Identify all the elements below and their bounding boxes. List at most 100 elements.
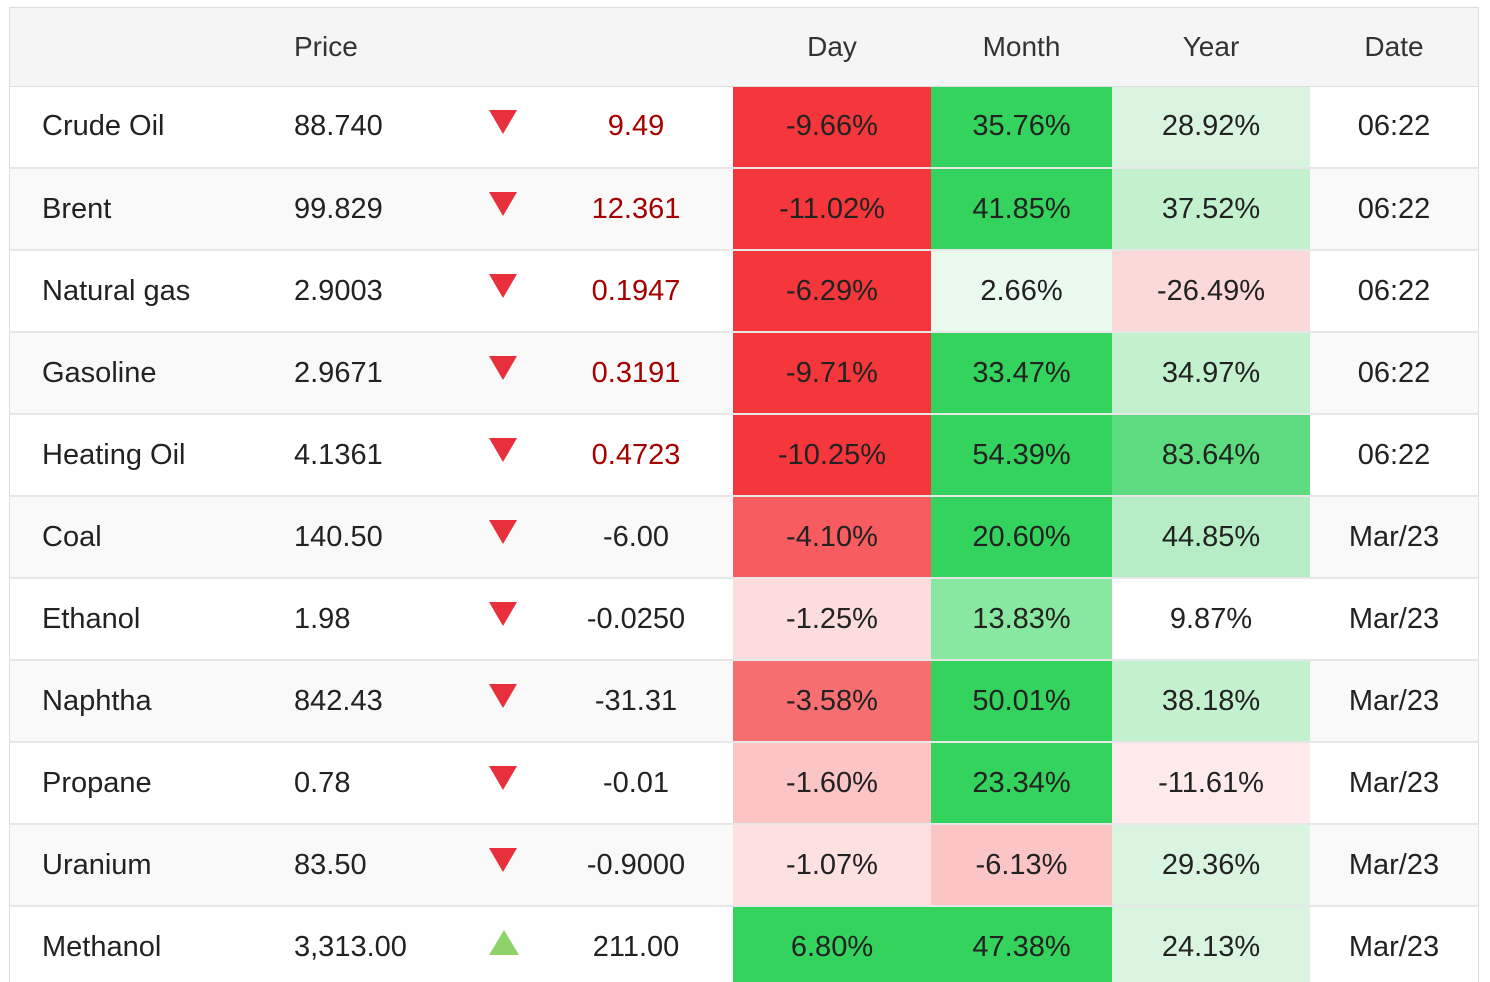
commodity-name[interactable]: Heating Oil [10, 414, 284, 497]
day-change-pct: -11.02% [733, 168, 931, 251]
table-body: Crude Oil 88.740 9.49 -9.66% 35.76% 28.92% 06:… [10, 86, 1478, 982]
direction-cell [471, 250, 539, 333]
direction-cell [471, 86, 539, 169]
month-change-pct: 47.38% [931, 906, 1112, 982]
update-date: 06:22 [1310, 86, 1478, 169]
month-change-pct: 2.66% [931, 250, 1112, 333]
month-change-pct: 33.47% [931, 332, 1112, 415]
year-change-pct: 38.18% [1112, 660, 1310, 743]
month-change-pct: 41.85% [931, 168, 1112, 251]
day-change-pct: -6.29% [733, 250, 931, 333]
commodity-change: 9.49 [539, 86, 733, 169]
commodity-name[interactable]: Naphtha [10, 660, 284, 743]
header-name [10, 8, 284, 87]
table-header: Price Day Month Year Date [10, 8, 1478, 87]
table-row[interactable]: Methanol 3,313.00 211.00 6.80% 47.38% 24.13% M… [10, 906, 1478, 982]
triangle-up-icon [489, 929, 519, 955]
commodity-name[interactable]: Methanol [42, 931, 162, 963]
triangle-down-icon [489, 765, 517, 790]
year-change-pct: 37.52% [1112, 168, 1310, 251]
commodity-change: -0.01 [539, 742, 733, 825]
update-date: Mar/23 [1348, 931, 1440, 963]
update-date: 06:22 [1310, 168, 1478, 251]
direction-cell [471, 414, 539, 497]
month-change-pct: 20.60% [931, 496, 1112, 579]
table-row[interactable]: Brent 99.829 12.361 -11.02% 41.85% 37.52% 06:2… [10, 168, 1478, 251]
header-month[interactable]: Month [931, 8, 1112, 87]
header-price[interactable]: Price [284, 8, 471, 87]
triangle-down-icon [489, 519, 517, 544]
table-row[interactable]: Heating Oil 4.1361 0.4723 -10.25% 54.39% 83.6… [10, 414, 1478, 497]
commodity-price: 99.829 [284, 168, 471, 251]
table-row[interactable]: Gasoline 2.9671 0.3191 -9.71% 33.47% 34.97% 06… [10, 332, 1478, 415]
day-change-pct: -1.25% [733, 578, 931, 661]
day-change-pct: 6.80% [733, 906, 931, 982]
commodity-price: 83.50 [284, 824, 471, 907]
direction-cell [471, 824, 539, 907]
month-change-pct: 35.76% [931, 86, 1112, 169]
table-row[interactable]: Coal 140.50 -6.00 -4.10% 20.60% 44.85% Mar/23 [10, 496, 1478, 579]
day-change-pct: -1.60% [733, 742, 931, 825]
triangle-down-icon [489, 683, 517, 708]
triangle-down-icon [489, 601, 517, 626]
table-row[interactable]: Uranium 83.50 -0.9000 -1.07% -6.13% 29.36% Mar… [10, 824, 1478, 907]
year-change-pct: 9.87% [1112, 578, 1310, 661]
table-row[interactable]: Natural gas 2.9003 0.1947 -6.29% 2.66% -26.49… [10, 250, 1478, 333]
commodity-name[interactable]: Brent [10, 168, 284, 251]
year-change-pct: -11.61% [1112, 742, 1310, 825]
commodity-price: 4.1361 [284, 414, 471, 497]
commodity-name[interactable]: Gasoline [10, 332, 284, 415]
header-year[interactable]: Year [1112, 8, 1310, 87]
table-row[interactable]: Ethanol 1.98 -0.0250 -1.25% 13.83% 9.87% Mar/2… [10, 578, 1478, 661]
commodity-price: 0.78 [284, 742, 471, 825]
commodity-name[interactable]: Crude Oil [10, 86, 284, 169]
direction-cell [471, 168, 539, 251]
table-row[interactable]: Propane 0.78 -0.01 -1.60% 23.34% -11.61% Mar/2… [10, 742, 1478, 825]
direction-cell [471, 906, 539, 982]
direction-cell [471, 332, 539, 415]
commodity-change: 0.3191 [539, 332, 733, 415]
commodity-name[interactable]: Uranium [10, 824, 284, 907]
commodity-name[interactable]: Propane [10, 742, 284, 825]
commodity-price: 140.50 [284, 496, 471, 579]
month-change-pct: 13.83% [931, 578, 1112, 661]
commodity-price: 2.9003 [284, 250, 471, 333]
header-arrow [471, 8, 539, 87]
commodity-name[interactable]: Ethanol [10, 578, 284, 661]
month-change-pct: 23.34% [931, 742, 1112, 825]
commodity-change: -0.0250 [539, 578, 733, 661]
direction-cell [471, 578, 539, 661]
day-change-pct: -10.25% [733, 414, 931, 497]
table-row[interactable]: Naphtha 842.43 -31.31 -3.58% 50.01% 38.18% Mar… [10, 660, 1478, 743]
commodity-price: 2.9671 [284, 332, 471, 415]
header-day[interactable]: Day [733, 8, 931, 87]
day-change-pct: -4.10% [733, 496, 931, 579]
triangle-down-icon [489, 109, 517, 134]
year-change-pct: 44.85% [1112, 496, 1310, 579]
commodity-change: 12.361 [539, 168, 733, 251]
commodity-name[interactable]: Natural gas [10, 250, 284, 333]
update-date: Mar/23 [1310, 578, 1478, 661]
commodities-table: Price Day Month Year Date Crude Oil 88.74… [10, 8, 1478, 982]
direction-cell [471, 660, 539, 743]
direction-cell [471, 496, 539, 579]
update-date: 06:22 [1310, 332, 1478, 415]
year-change-pct: 34.97% [1112, 332, 1310, 415]
update-date: 06:22 [1310, 414, 1478, 497]
commodity-change: 0.4723 [539, 414, 733, 497]
year-change-pct: 28.92% [1112, 86, 1310, 169]
day-change-pct: -9.66% [733, 86, 931, 169]
update-date: Mar/23 [1310, 824, 1478, 907]
triangle-down-icon [489, 191, 517, 216]
table-row[interactable]: Crude Oil 88.740 9.49 -9.66% 35.76% 28.92% 06:… [10, 86, 1478, 169]
commodity-price: 3,313.00 [294, 931, 407, 963]
month-change-pct: 54.39% [931, 414, 1112, 497]
commodity-price: 842.43 [284, 660, 471, 743]
triangle-down-icon [489, 847, 517, 872]
triangle-down-icon [489, 273, 517, 298]
header-change [539, 8, 733, 87]
day-change-pct: -1.07% [733, 824, 931, 907]
commodity-name[interactable]: Coal [10, 496, 284, 579]
month-change-pct: 50.01% [931, 660, 1112, 743]
header-date[interactable]: Date [1310, 8, 1478, 87]
